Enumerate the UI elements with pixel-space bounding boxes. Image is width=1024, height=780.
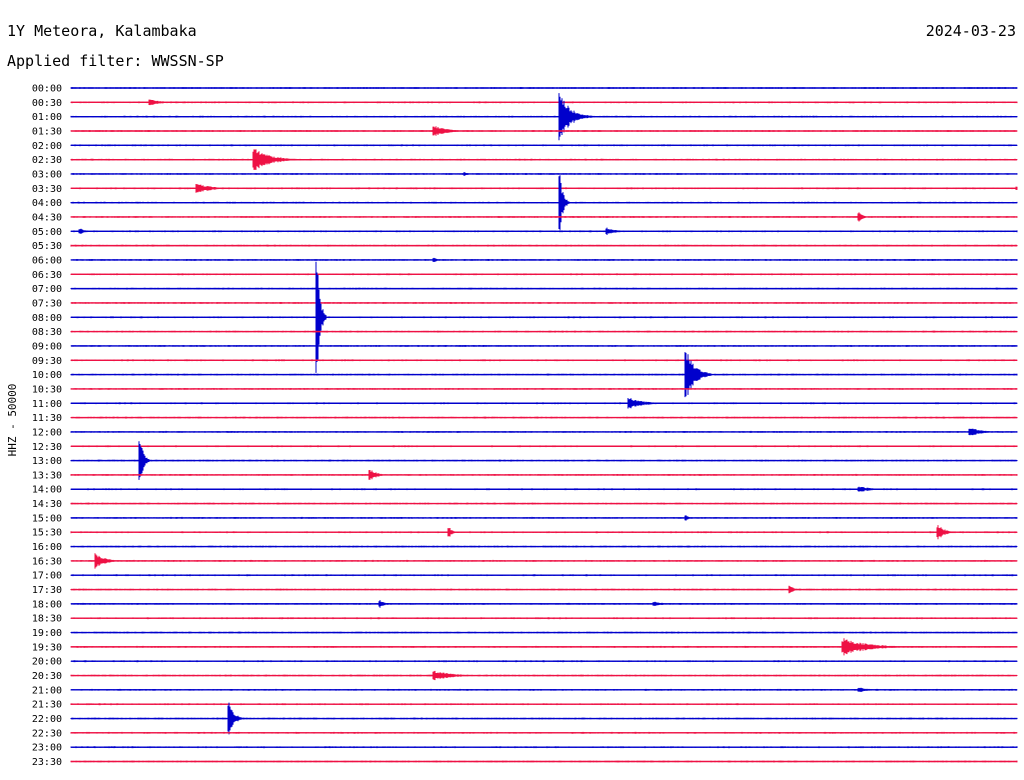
row-time-label: 21:30 xyxy=(32,700,62,711)
row-time-label: 04:00 xyxy=(32,198,62,209)
row-time-label: 00:30 xyxy=(32,98,62,109)
row-time-label: 02:00 xyxy=(32,141,62,152)
row-time-label: 12:00 xyxy=(32,427,62,438)
filter-label: Applied filter: WWSSN-SP xyxy=(7,52,224,70)
row-time-label: 03:00 xyxy=(32,169,62,180)
row-time-label: 04:30 xyxy=(32,212,62,223)
row-time-label: 10:00 xyxy=(32,370,62,381)
row-time-label: 13:30 xyxy=(32,470,62,481)
station-title: 1Y Meteora, Kalambaka xyxy=(7,22,197,40)
row-time-label: 08:30 xyxy=(32,327,62,338)
row-time-label: 05:00 xyxy=(32,227,62,238)
date-label: 2024-03-23 xyxy=(925,22,1016,40)
row-time-label: 12:30 xyxy=(32,442,62,453)
row-time-label: 11:00 xyxy=(32,399,62,410)
row-time-label: 06:00 xyxy=(32,255,62,266)
row-time-label: 16:00 xyxy=(32,542,62,553)
row-time-label: 19:30 xyxy=(32,642,62,653)
row-time-label: 07:30 xyxy=(32,298,62,309)
row-time-label: 20:00 xyxy=(32,657,62,668)
row-time-label: 15:30 xyxy=(32,528,62,539)
row-time-label: 09:30 xyxy=(32,356,62,367)
y-axis-label: HHZ - 50000 xyxy=(6,384,19,457)
row-time-label: 03:30 xyxy=(32,184,62,195)
row-time-label: 08:00 xyxy=(32,313,62,324)
row-time-label: 17:30 xyxy=(32,585,62,596)
row-time-label: 13:00 xyxy=(32,456,62,467)
row-time-label: 02:30 xyxy=(32,155,62,166)
row-time-label: 22:30 xyxy=(32,728,62,739)
row-time-label: 16:30 xyxy=(32,556,62,567)
row-time-label: 15:00 xyxy=(32,513,62,524)
row-time-label: 10:30 xyxy=(32,384,62,395)
row-time-label: 14:00 xyxy=(32,485,62,496)
row-time-label: 07:00 xyxy=(32,284,62,295)
row-time-label: 21:00 xyxy=(32,685,62,696)
row-time-label: 23:30 xyxy=(32,757,62,768)
row-time-label: 20:30 xyxy=(32,671,62,682)
row-time-label: 05:30 xyxy=(32,241,62,252)
row-time-label: 18:00 xyxy=(32,599,62,610)
row-time-label: 14:30 xyxy=(32,499,62,510)
row-time-label: 19:00 xyxy=(32,628,62,639)
row-time-label: 09:00 xyxy=(32,341,62,352)
row-time-label: 22:00 xyxy=(32,714,62,725)
row-time-label: 01:00 xyxy=(32,112,62,123)
row-time-label: 11:30 xyxy=(32,413,62,424)
row-time-label: 18:30 xyxy=(32,614,62,625)
row-time-label: 23:00 xyxy=(32,743,62,754)
row-time-label: 06:30 xyxy=(32,270,62,281)
row-time-label: 17:00 xyxy=(32,571,62,582)
row-time-label: 01:30 xyxy=(32,126,62,137)
row-time-label: 00:00 xyxy=(32,84,62,95)
